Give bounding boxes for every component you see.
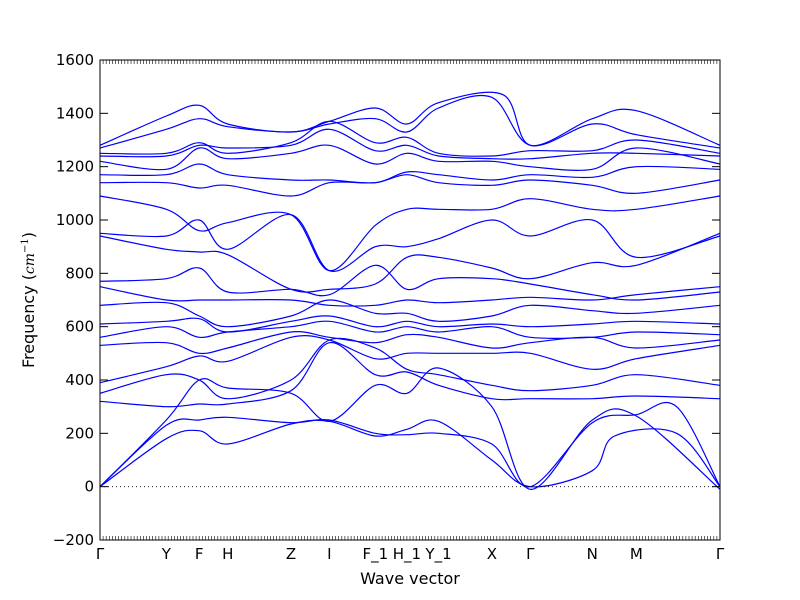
x-tick-label: Y_1	[424, 545, 451, 564]
x-axis-ticks: Γ Y F H Z I F_1 H_1 Y_1 X Γ N M Γ	[96, 60, 725, 564]
y-tick-label: −200	[53, 531, 94, 549]
x-tick-label: X	[487, 545, 497, 563]
y-tick-label: 1000	[56, 211, 94, 229]
band-line-10	[99, 299, 721, 328]
band-line-8	[99, 320, 721, 339]
band-line-7	[99, 331, 721, 355]
band-line-6	[99, 335, 721, 384]
y-axis-label: Frequency (cm−1)	[19, 232, 38, 368]
band-line-20	[99, 120, 721, 157]
band-line-1	[99, 401, 721, 488]
x-tick-label: Y	[161, 545, 172, 563]
band-line-4	[99, 342, 721, 408]
band-line-14	[99, 214, 721, 272]
x-tick-label: H	[222, 545, 233, 563]
y-tick-label: 200	[65, 424, 94, 442]
y-axis-ticks: −200 0 200 400 600 800 1000 1200 1400 1600	[53, 51, 720, 549]
band-line-15	[99, 195, 721, 272]
y-tick-label: 1200	[56, 158, 94, 176]
band-line-12	[99, 264, 721, 301]
x-tick-label: M	[630, 545, 643, 563]
band-line-5	[99, 337, 721, 400]
y-tick-label: 600	[65, 318, 94, 336]
y-tick-label: 1400	[56, 104, 94, 122]
y-tick-label: 800	[65, 264, 94, 282]
band-line-2	[99, 419, 721, 488]
band-line-11	[99, 286, 721, 307]
y-tick-label: 0	[84, 478, 94, 496]
band-line-3	[99, 367, 721, 490]
x-tick-label: Γ	[526, 545, 535, 563]
band-line-21	[99, 94, 721, 149]
band-line-18	[99, 144, 721, 171]
band-lines	[99, 91, 721, 490]
x-tick-label: I	[327, 545, 331, 563]
x-tick-label: Z	[286, 545, 296, 563]
y-tick-label: 400	[65, 371, 94, 389]
band-line-17	[99, 163, 721, 184]
x-tick-label: N	[587, 545, 598, 563]
band-line-9	[99, 315, 721, 333]
y-tick-label: 1600	[56, 51, 94, 69]
x-axis-label: Wave vector	[360, 569, 460, 588]
band-line-22	[99, 91, 721, 147]
band-line-13	[99, 232, 721, 293]
band-line-19	[99, 128, 721, 160]
x-tick-label: F_1	[362, 545, 388, 564]
x-tick-label: F	[195, 545, 204, 563]
x-tick-label: Γ	[96, 545, 105, 563]
x-tick-label: H_1	[393, 545, 421, 564]
x-tick-label: Γ	[716, 545, 725, 563]
band-line-16	[99, 174, 721, 197]
